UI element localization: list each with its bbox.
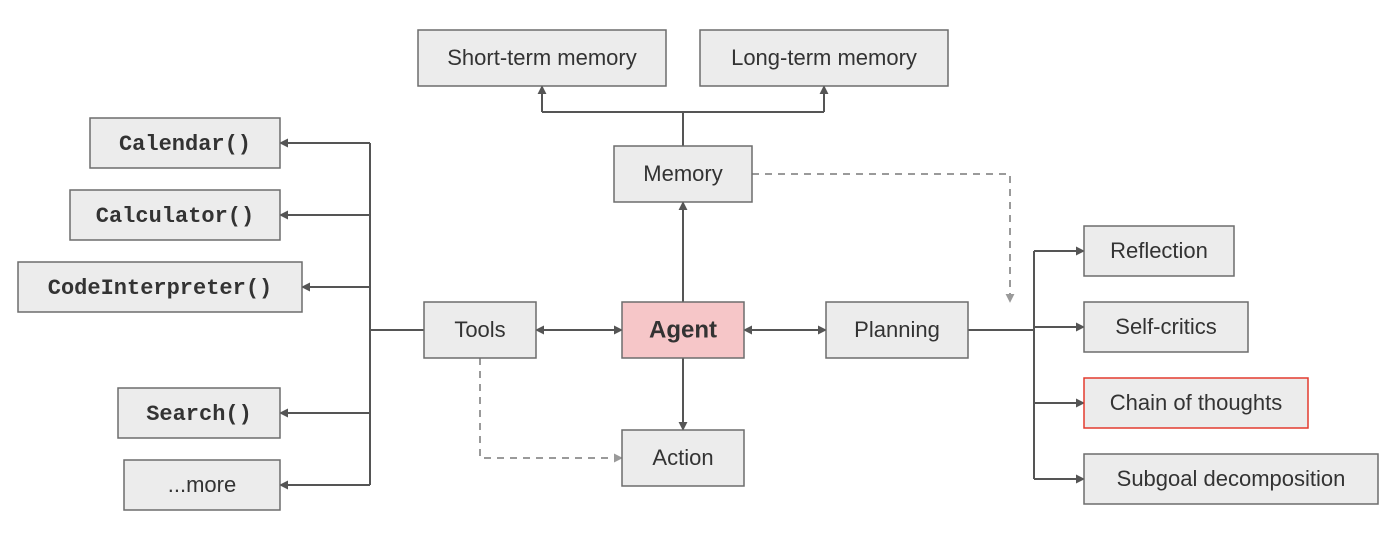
node-action: Action <box>622 430 744 486</box>
node-codeint: CodeInterpreter() <box>18 262 302 312</box>
node-planning-label: Planning <box>854 317 940 342</box>
node-stm: Short-term memory <box>418 30 666 86</box>
node-memory-label: Memory <box>643 161 722 186</box>
node-selfcrit: Self-critics <box>1084 302 1248 352</box>
node-cot-label: Chain of thoughts <box>1110 390 1282 415</box>
node-agent: Agent <box>622 302 744 358</box>
node-calculator-label: Calculator() <box>96 204 254 229</box>
node-calculator: Calculator() <box>70 190 280 240</box>
node-selfcrit-label: Self-critics <box>1115 314 1216 339</box>
node-codeint-label: CodeInterpreter() <box>48 276 272 301</box>
node-tools-label: Tools <box>454 317 505 342</box>
node-calendar-label: Calendar() <box>119 132 251 157</box>
nodes: Agent Memory Tools Planning Action Short-term… <box>18 30 1378 510</box>
node-agent-label: Agent <box>649 316 717 343</box>
node-more: ...more <box>124 460 280 510</box>
node-planning: Planning <box>826 302 968 358</box>
node-reflection: Reflection <box>1084 226 1234 276</box>
node-ltm-label: Long-term memory <box>731 45 917 70</box>
node-ltm: Long-term memory <box>700 30 948 86</box>
node-tools: Tools <box>424 302 536 358</box>
node-stm-label: Short-term memory <box>447 45 636 70</box>
node-search-label: Search() <box>146 402 252 427</box>
node-calendar: Calendar() <box>90 118 280 168</box>
node-action-label: Action <box>652 445 713 470</box>
node-reflection-label: Reflection <box>1110 238 1208 263</box>
node-memory: Memory <box>614 146 752 202</box>
node-subgoal: Subgoal decomposition <box>1084 454 1378 504</box>
node-more-label: ...more <box>168 472 236 497</box>
node-cot: Chain of thoughts <box>1084 378 1308 428</box>
node-subgoal-label: Subgoal decomposition <box>1117 466 1346 491</box>
node-search: Search() <box>118 388 280 438</box>
